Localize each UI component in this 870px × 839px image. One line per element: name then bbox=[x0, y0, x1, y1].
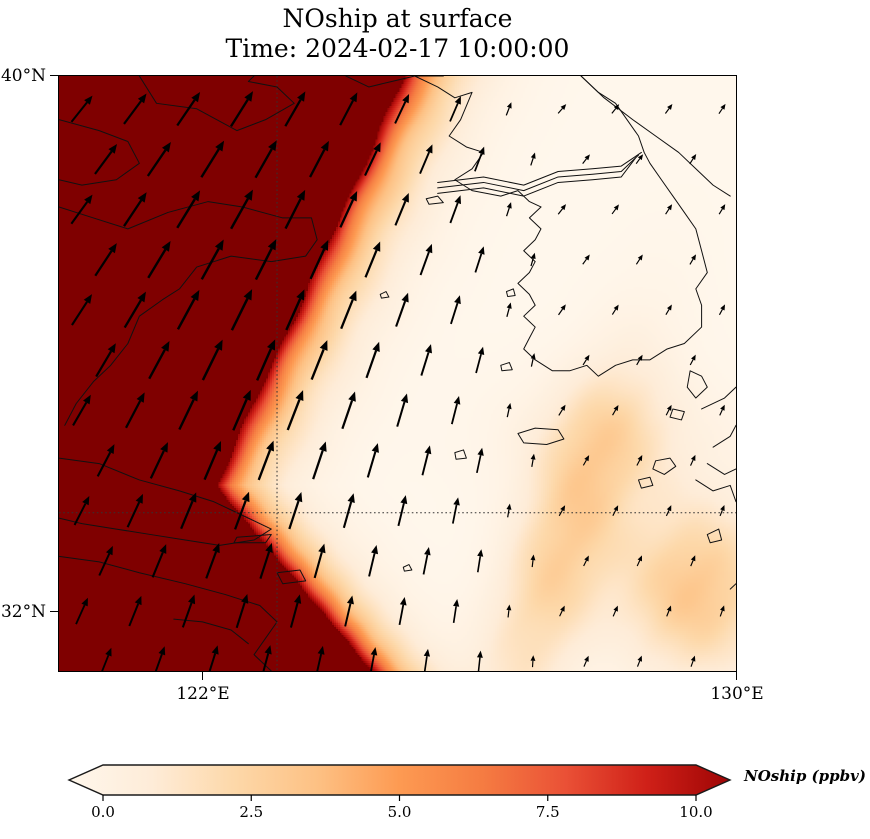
ytick-label-40n: 40°N bbox=[0, 66, 46, 86]
colorbar[interactable]: NOship (ppbv) 0.0 2.5 5.0 7.5 10.0 bbox=[0, 755, 870, 839]
colorbar-tick-label: 2.5 bbox=[239, 803, 264, 821]
title-line-time: Time: 2024-02-17 10:00:00 bbox=[225, 33, 570, 63]
colorbar-body[interactable] bbox=[67, 764, 732, 796]
colorbar-tick-label: 7.5 bbox=[535, 803, 560, 821]
wind-quiver-arrows bbox=[71, 91, 726, 671]
figure-title: NOship at surface Time: 2024-02-17 10:00… bbox=[0, 4, 795, 63]
ytick-label-32n: 32°N bbox=[0, 602, 46, 622]
colorbar-tick-label: 0.0 bbox=[91, 803, 115, 821]
coastline-paths bbox=[59, 76, 736, 671]
xtick-label-130e: 130°E bbox=[710, 684, 764, 704]
ytick-mark-40n bbox=[50, 75, 58, 77]
ytick-mark-32n bbox=[50, 611, 58, 613]
xtick-mark-130e bbox=[736, 672, 738, 680]
colorbar-tick-label: 10.0 bbox=[679, 803, 713, 821]
colorbar-axis-label: NOship (ppbv) bbox=[744, 767, 866, 785]
colorbar-tick-label: 5.0 bbox=[387, 803, 412, 821]
map-plot-area[interactable] bbox=[58, 75, 737, 672]
title-line-variable: NOship at surface bbox=[282, 4, 513, 33]
xtick-label-122e: 122°E bbox=[176, 684, 230, 704]
xtick-mark-122e bbox=[202, 672, 204, 680]
graticule-gridlines bbox=[59, 76, 736, 671]
map-vector-overlay bbox=[59, 76, 736, 671]
colorbar-gradient-bar[interactable] bbox=[0, 755, 870, 815]
colorbar-tick-marks bbox=[102, 795, 697, 801]
